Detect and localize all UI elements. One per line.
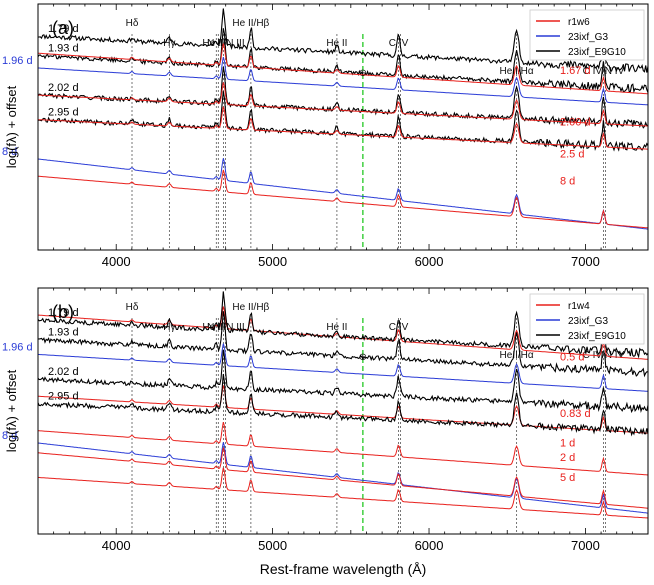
x-tick-label: 6000 xyxy=(415,254,444,269)
y-axis-label: log(fλ) + offset xyxy=(4,85,19,168)
spectrum-line xyxy=(38,158,648,230)
spectrum-line xyxy=(38,106,648,150)
x-tick-label: 7000 xyxy=(571,254,600,269)
spectrum-line xyxy=(38,467,648,519)
spectrum-line xyxy=(38,343,648,392)
line-id-label: C IV/N IV xyxy=(583,66,625,77)
epoch-label: 2 d xyxy=(560,452,575,464)
x-tick-label: 6000 xyxy=(415,538,444,553)
line-id-label: N III xyxy=(207,38,225,49)
epoch-label: 0.83 d xyxy=(560,408,591,420)
epoch-label: 8 d xyxy=(2,146,17,158)
x-tick-label: 7000 xyxy=(571,538,600,553)
spectrum-line xyxy=(38,421,648,476)
spectrum-line xyxy=(38,66,648,129)
epoch-label: 8 d xyxy=(2,430,17,442)
panel-label: (b) xyxy=(52,302,74,322)
plot-frame xyxy=(37,287,649,535)
line-id-label: Hδ xyxy=(126,302,139,313)
line-id-label: HeII/Hα xyxy=(500,350,534,361)
epoch-label: 1 d xyxy=(560,437,575,449)
x-tick-label: 5000 xyxy=(258,254,287,269)
spectrum-line xyxy=(38,385,648,434)
line-id-label: He II/Hβ xyxy=(232,18,269,29)
line-id-label: He II/Hβ xyxy=(232,302,269,313)
epoch-label: 2.95 d xyxy=(48,107,79,119)
line-id-label: Hδ xyxy=(126,18,139,29)
legend: r1w6 23ixf_G3 23ixf_E9G10 xyxy=(529,9,645,61)
legend-entry: 23ixf_G3 xyxy=(568,316,608,327)
line-id-label: ⊕ xyxy=(359,68,367,79)
spectrum-line xyxy=(38,169,648,229)
epoch-label: 5 d xyxy=(560,472,575,484)
epoch-label: 2.5 d xyxy=(560,148,584,160)
line-id-label: HeII/Hα xyxy=(500,66,534,77)
legend: r1w4 23ixf_G3 23ixf_E9G10 xyxy=(529,293,645,345)
legend-entry: r1w4 xyxy=(568,301,590,312)
spectrum-line xyxy=(38,373,648,437)
epoch-label: 2.02 d xyxy=(48,366,79,378)
epoch-label: 1.79 d xyxy=(48,23,79,35)
spectrum-line xyxy=(38,291,648,359)
x-axis-label: Rest-frame wavelength (Å) xyxy=(260,561,427,577)
line-id-label: N III xyxy=(207,322,225,333)
line-id-label: C IV xyxy=(389,38,409,49)
line-id-label: C IV/N IV xyxy=(583,350,625,361)
epoch-label: 1.96 d xyxy=(2,55,33,67)
plot-frame xyxy=(37,3,649,251)
series-group xyxy=(38,8,648,230)
epoch-label: 8 d xyxy=(560,176,575,188)
epoch-label: 1.93 d xyxy=(48,43,79,55)
epoch-label: 0.5 d xyxy=(560,351,584,363)
series-group xyxy=(38,291,648,519)
spectrum-line xyxy=(38,82,648,127)
legend-entry: r1w6 xyxy=(568,17,590,28)
line-id-label: ⊕ xyxy=(359,352,367,363)
legend-entry: 23ixf_E9G10 xyxy=(568,331,626,342)
legend-entry: 23ixf_E9G10 xyxy=(568,47,626,58)
epoch-label: 2.00 d xyxy=(560,116,591,128)
line-id-label: Hγ xyxy=(163,38,175,49)
line-id-label: He II/N III xyxy=(202,322,244,333)
spectrum-line xyxy=(38,43,648,95)
legend-entry: 23ixf_G3 xyxy=(568,32,608,43)
spectrum-line xyxy=(38,447,648,509)
epoch-label: 2.02 d xyxy=(48,82,79,94)
epoch-label: 1.67 d xyxy=(560,65,591,77)
y-axis-label: log(fλ) + offset xyxy=(4,369,19,452)
line-id-label: He II xyxy=(326,38,347,49)
epoch-label: 1.93 d xyxy=(48,327,79,339)
x-tick-label: 5000 xyxy=(258,538,287,553)
x-tick-label: 4000 xyxy=(102,538,131,553)
spectrum-line xyxy=(38,349,648,414)
x-tick-label: 4000 xyxy=(102,254,131,269)
spectrum-line xyxy=(38,56,648,106)
line-id-label: Hγ xyxy=(163,322,175,333)
line-id-label: C IV xyxy=(389,322,409,333)
spectrum-line xyxy=(38,311,648,378)
line-id-label: He II xyxy=(326,322,347,333)
panel-label: (a) xyxy=(52,18,74,38)
spectrum-line xyxy=(38,8,648,73)
epoch-label: 2.95 d xyxy=(48,391,79,403)
epoch-label: 1.79 d xyxy=(48,307,79,319)
spectrum-line xyxy=(38,442,648,514)
epoch-label: 1.96 d xyxy=(2,341,33,353)
